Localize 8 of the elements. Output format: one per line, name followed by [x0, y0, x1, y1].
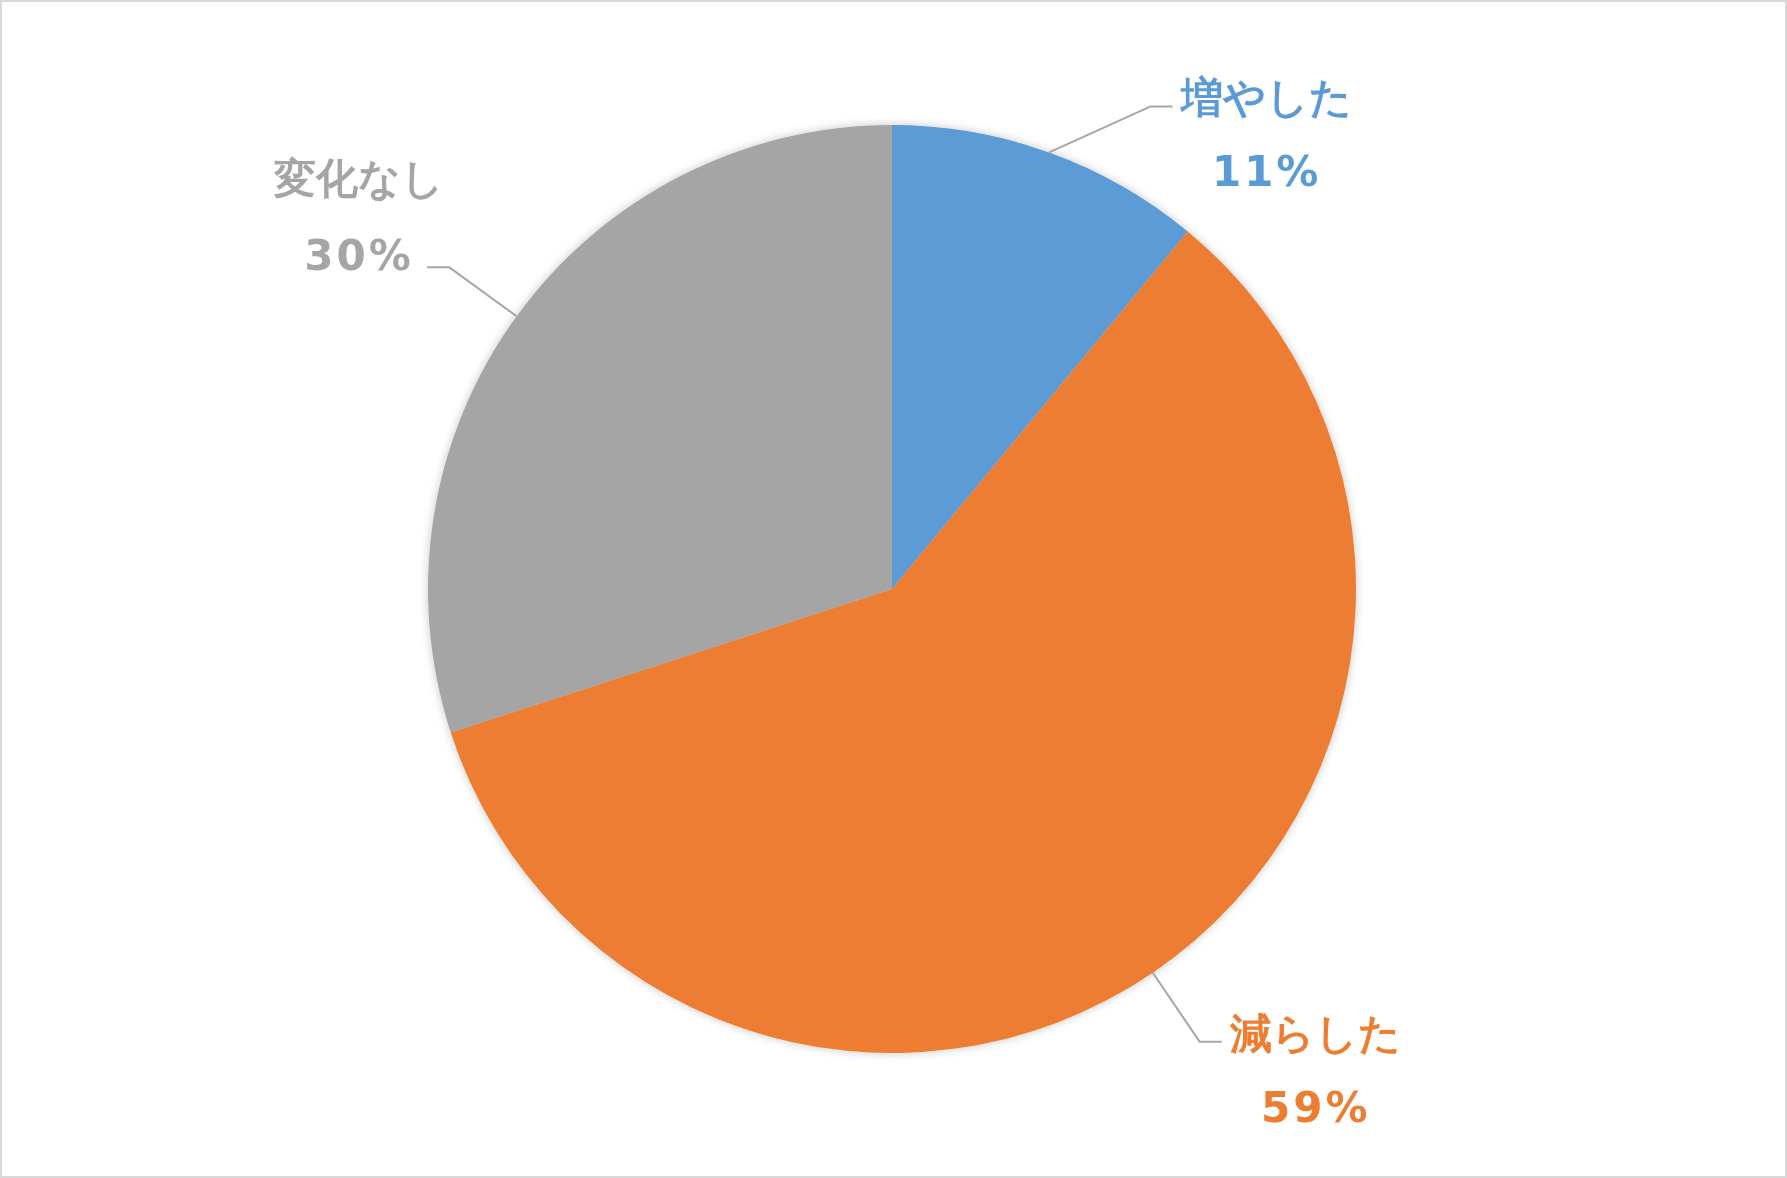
- slice-label: 増やした: [1179, 73, 1353, 123]
- slice-label: 変化なし: [273, 154, 445, 204]
- data-label: 59%: [1260, 1082, 1371, 1132]
- data-label: 11%: [1211, 147, 1322, 197]
- slice-label: 減らした: [1229, 1008, 1402, 1058]
- data-label: 30%: [304, 231, 414, 281]
- pie-slice: [450, 231, 1356, 1053]
- pie-slice: [892, 125, 1188, 589]
